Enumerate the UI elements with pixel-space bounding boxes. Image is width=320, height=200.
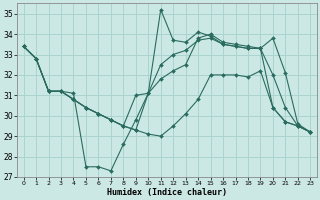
- X-axis label: Humidex (Indice chaleur): Humidex (Indice chaleur): [107, 188, 227, 197]
